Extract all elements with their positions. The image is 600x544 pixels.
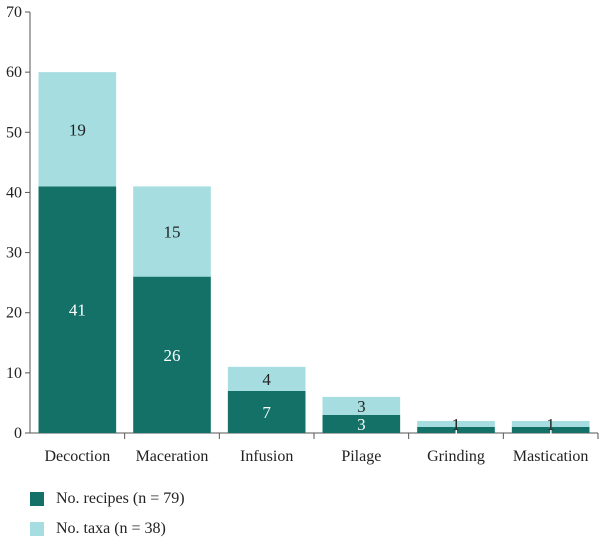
y-tick-label: 70 bbox=[6, 4, 22, 21]
bar-segment bbox=[227, 390, 306, 433]
bar-segment bbox=[322, 414, 401, 433]
data-label: 7 bbox=[262, 403, 271, 422]
x-tick-label: Pilage bbox=[341, 448, 381, 465]
legend-swatch-recipes bbox=[30, 492, 44, 506]
y-tick-label: 10 bbox=[6, 365, 22, 382]
data-label: 1 bbox=[546, 415, 555, 434]
bar-segment bbox=[511, 420, 590, 427]
legend-item-taxa: No. taxa (n = 38) bbox=[30, 514, 185, 544]
data-label: 4 bbox=[262, 370, 271, 389]
y-tick-label: 60 bbox=[6, 64, 22, 81]
y-axis: 0 10 20 30 40 50 60 70 bbox=[6, 4, 31, 442]
legend-swatch-taxa bbox=[30, 522, 44, 536]
x-tick-label: Decoction bbox=[44, 448, 110, 465]
stacked-bar-chart: 0 10 20 30 40 50 60 70 Decoction Maceration Infus… bbox=[6, 4, 599, 465]
y-tick-label: 40 bbox=[6, 184, 22, 201]
x-tick-label: Infusion bbox=[240, 448, 293, 465]
bar-segment bbox=[38, 72, 117, 187]
data-label: 15 bbox=[164, 223, 181, 242]
bar-segment bbox=[417, 420, 495, 427]
bar-segment bbox=[38, 186, 117, 433]
bar-segment bbox=[133, 276, 211, 433]
x-tick-label: Mastication bbox=[513, 448, 589, 465]
y-tick-label: 30 bbox=[6, 245, 22, 262]
data-label: 1 bbox=[452, 415, 461, 434]
y-tick-label: 0 bbox=[14, 425, 22, 442]
bar-segment bbox=[322, 396, 401, 415]
data-label: 3 bbox=[357, 397, 366, 416]
data-label: 1 bbox=[546, 421, 555, 440]
legend-label-taxa: No. taxa (n = 38) bbox=[56, 520, 166, 537]
x-tick-label: Grinding bbox=[427, 448, 485, 465]
bar-segment bbox=[133, 186, 211, 277]
y-tick-label: 20 bbox=[6, 305, 22, 322]
data-label: 41 bbox=[69, 301, 86, 320]
x-axis: Decoction Maceration Infusion Pilage Grindin… bbox=[30, 432, 599, 465]
bar-segment bbox=[417, 426, 495, 433]
data-label: 1 bbox=[452, 421, 461, 440]
bar-segment bbox=[227, 366, 306, 391]
legend-item-recipes: No. recipes (n = 79) bbox=[30, 484, 185, 514]
data-label: 19 bbox=[69, 120, 86, 139]
x-tick-label: Maceration bbox=[136, 448, 209, 465]
legend-label-recipes: No. recipes (n = 79) bbox=[56, 490, 185, 507]
y-tick-label: 50 bbox=[6, 124, 22, 141]
bar-segment bbox=[511, 426, 590, 433]
data-label: 3 bbox=[357, 415, 366, 434]
data-label: 26 bbox=[164, 346, 181, 365]
legend: No. recipes (n = 79) No. taxa (n = 38) bbox=[30, 484, 185, 544]
